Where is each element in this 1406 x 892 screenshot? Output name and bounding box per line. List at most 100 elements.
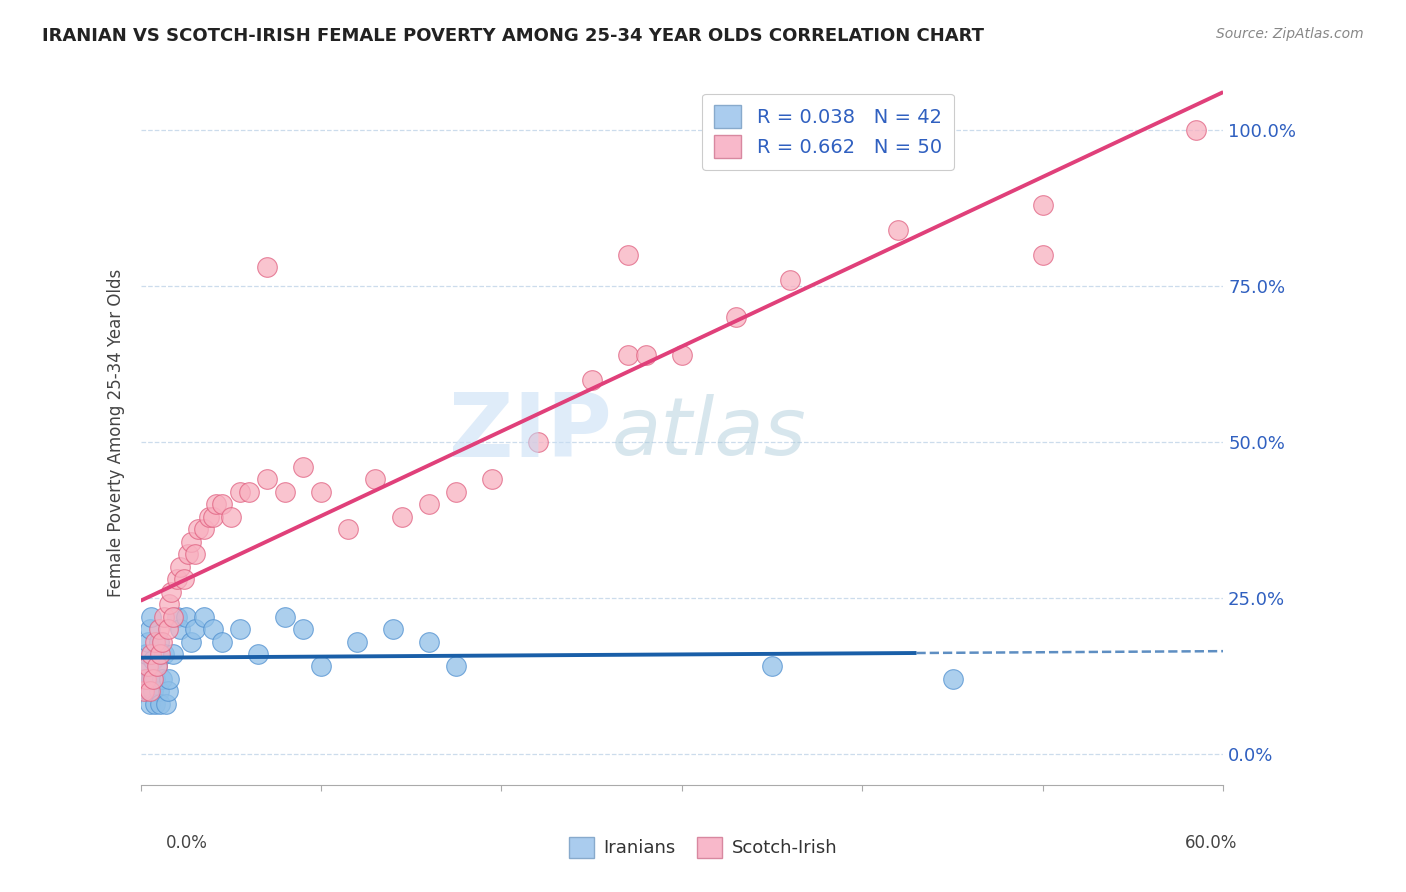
Text: 0.0%: 0.0%	[166, 834, 208, 852]
Point	[309, 484, 332, 499]
Point	[211, 497, 233, 511]
Point	[1032, 198, 1054, 212]
Point	[364, 472, 387, 486]
Point	[309, 659, 332, 673]
Point	[135, 659, 157, 673]
Point	[211, 634, 233, 648]
Point	[246, 647, 269, 661]
Point	[292, 459, 315, 474]
Point	[205, 497, 228, 511]
Point	[142, 653, 165, 667]
Point	[136, 684, 159, 698]
Point	[779, 273, 801, 287]
Point	[153, 609, 176, 624]
Point	[346, 634, 368, 648]
Point	[136, 659, 159, 673]
Legend: Iranians, Scotch-Irish: Iranians, Scotch-Irish	[562, 830, 844, 865]
Point	[148, 622, 170, 636]
Point	[481, 472, 503, 486]
Point	[292, 622, 315, 636]
Point	[176, 547, 198, 561]
Point	[134, 684, 156, 698]
Point	[135, 672, 157, 686]
Point	[141, 672, 163, 686]
Text: atlas: atlas	[612, 393, 806, 472]
Text: Source: ZipAtlas.com: Source: ZipAtlas.com	[1216, 27, 1364, 41]
Point	[159, 672, 181, 686]
Point	[391, 509, 413, 524]
Point	[725, 310, 748, 325]
Point	[162, 647, 184, 661]
Point	[183, 622, 207, 636]
Point	[617, 348, 640, 362]
Point	[169, 559, 191, 574]
Point	[274, 609, 297, 624]
Point	[1032, 248, 1054, 262]
Point	[166, 609, 188, 624]
Point	[156, 684, 179, 698]
Legend: R = 0.038   N = 42, R = 0.662   N = 50: R = 0.038 N = 42, R = 0.662 N = 50	[703, 94, 953, 169]
Point	[180, 534, 202, 549]
Point	[256, 260, 278, 275]
Point	[634, 348, 657, 362]
Point	[198, 509, 221, 524]
Point	[146, 659, 169, 673]
Point	[142, 684, 165, 698]
Point	[761, 659, 783, 673]
Point	[155, 697, 177, 711]
Point	[229, 622, 252, 636]
Text: ZIP: ZIP	[449, 389, 612, 476]
Point	[382, 622, 405, 636]
Point	[238, 484, 260, 499]
Point	[138, 684, 160, 698]
Point	[162, 609, 184, 624]
Point	[1185, 123, 1208, 137]
Text: IRANIAN VS SCOTCH-IRISH FEMALE POVERTY AMONG 25-34 YEAR OLDS CORRELATION CHART: IRANIAN VS SCOTCH-IRISH FEMALE POVERTY A…	[42, 27, 984, 45]
Point	[180, 634, 202, 648]
Point	[149, 697, 172, 711]
Point	[201, 509, 224, 524]
Point	[581, 373, 603, 387]
Point	[153, 647, 176, 661]
Point	[141, 609, 163, 624]
Point	[274, 484, 297, 499]
Point	[142, 672, 165, 686]
Point	[337, 522, 360, 536]
Point	[150, 634, 173, 648]
Point	[193, 522, 215, 536]
Point	[418, 497, 440, 511]
Point	[942, 672, 965, 686]
Point	[201, 622, 224, 636]
Point	[156, 622, 179, 636]
Point	[148, 684, 170, 698]
Point	[229, 484, 252, 499]
Point	[526, 434, 548, 449]
Point	[617, 248, 640, 262]
Point	[146, 659, 169, 673]
Point	[160, 584, 183, 599]
Point	[159, 597, 181, 611]
Point	[887, 223, 910, 237]
Point	[446, 659, 468, 673]
Point	[446, 484, 468, 499]
Point	[174, 609, 197, 624]
Point	[135, 647, 157, 661]
Point	[138, 622, 160, 636]
Y-axis label: Female Poverty Among 25-34 Year Olds: Female Poverty Among 25-34 Year Olds	[107, 268, 125, 597]
Point	[183, 547, 207, 561]
Point	[141, 647, 163, 661]
Point	[671, 348, 693, 362]
Point	[143, 634, 166, 648]
Point	[143, 672, 166, 686]
Point	[169, 622, 191, 636]
Point	[256, 472, 278, 486]
Point	[138, 697, 160, 711]
Point	[219, 509, 242, 524]
Point	[173, 572, 195, 586]
Point	[418, 634, 440, 648]
Point	[149, 647, 172, 661]
Point	[150, 672, 173, 686]
Point	[143, 697, 166, 711]
Point	[193, 609, 215, 624]
Point	[166, 572, 188, 586]
